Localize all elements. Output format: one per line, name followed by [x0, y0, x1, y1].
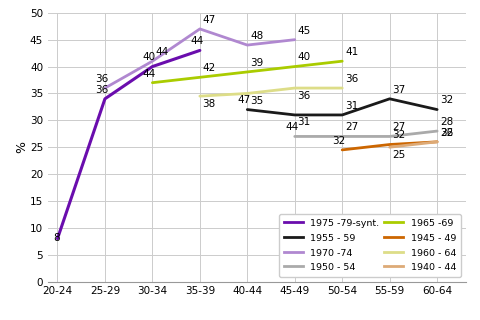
Text: 40: 40 — [143, 52, 156, 62]
Text: 32: 32 — [333, 136, 346, 146]
Text: 32: 32 — [440, 95, 453, 105]
Text: 37: 37 — [393, 85, 406, 95]
Y-axis label: %: % — [15, 141, 28, 153]
Text: 45: 45 — [298, 26, 311, 36]
Text: 32: 32 — [393, 130, 406, 140]
Text: 36: 36 — [345, 74, 358, 84]
Text: 44: 44 — [143, 68, 156, 78]
Text: 41: 41 — [345, 47, 358, 57]
Text: 32: 32 — [440, 128, 453, 138]
Text: 44: 44 — [285, 122, 298, 132]
Text: 36: 36 — [298, 91, 311, 100]
Text: 28: 28 — [440, 117, 453, 127]
Text: 26: 26 — [440, 128, 453, 138]
Text: 47: 47 — [203, 15, 216, 25]
Text: 44: 44 — [155, 47, 168, 57]
Legend: 1975 -79-synt., 1955 - 59, 1970 -74, 1950 - 54, 1965 -69, 1945 - 49, 1960 - 64, : 1975 -79-synt., 1955 - 59, 1970 -74, 195… — [279, 214, 461, 277]
Text: 27: 27 — [345, 122, 358, 132]
Text: 47: 47 — [238, 95, 251, 105]
Text: 31: 31 — [345, 101, 358, 111]
Text: 35: 35 — [250, 96, 264, 106]
Text: 44: 44 — [190, 36, 204, 46]
Text: 40: 40 — [298, 52, 311, 62]
Text: 31: 31 — [298, 117, 311, 127]
Text: 48: 48 — [250, 31, 264, 41]
Text: 25: 25 — [393, 150, 406, 160]
Text: 27: 27 — [393, 122, 406, 132]
Text: 8: 8 — [53, 233, 60, 243]
Text: 36: 36 — [95, 85, 108, 95]
Text: 42: 42 — [203, 63, 216, 73]
Text: 36: 36 — [95, 74, 108, 84]
Text: 38: 38 — [203, 99, 216, 108]
Text: 39: 39 — [250, 58, 264, 68]
